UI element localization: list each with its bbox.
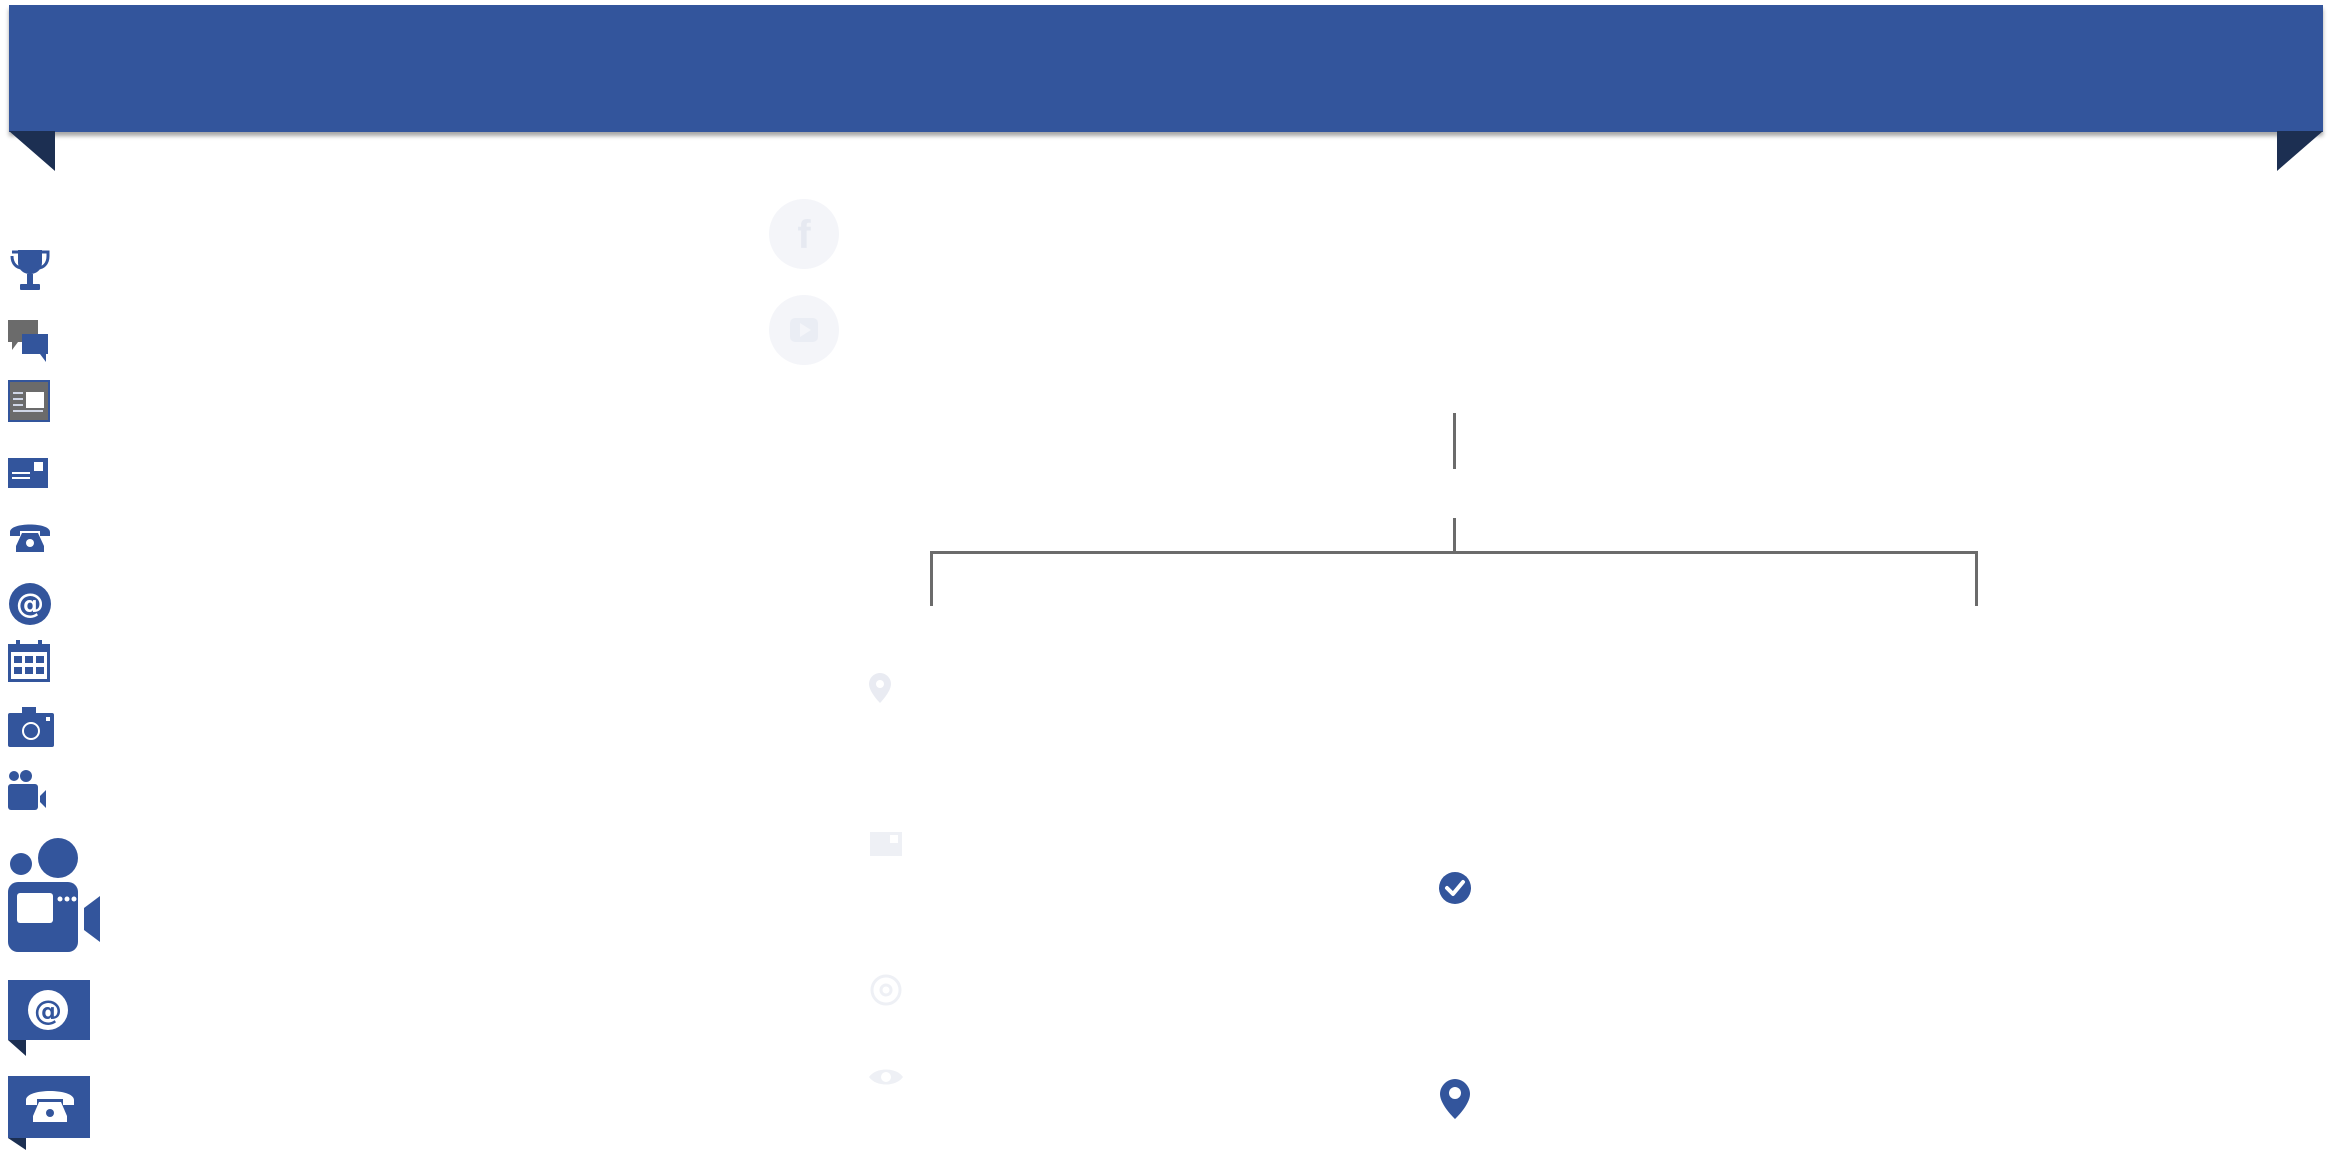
trophy-icon (10, 250, 50, 290)
svg-text:f: f (797, 213, 811, 257)
connector-horizontal (930, 551, 1978, 554)
connector-mid-vertical (1453, 518, 1456, 554)
svg-text:@: @ (34, 994, 62, 1027)
youtube-icon (769, 295, 839, 365)
header-banner (9, 5, 2323, 132)
location-pin-icon (1440, 1079, 1470, 1119)
svg-text:@: @ (16, 587, 44, 620)
card-faint-icon (870, 832, 902, 856)
camera-icon (8, 707, 54, 747)
at-sign-icon: @ (9, 583, 51, 625)
phone-icon (10, 524, 50, 552)
banner-fold-left (9, 131, 55, 171)
check-circle-icon (1439, 872, 1471, 904)
at-sign-faint-icon (870, 974, 902, 1006)
calendar-icon (8, 640, 50, 682)
connector-right-drop (1975, 551, 1978, 606)
eye-faint-icon (869, 1069, 903, 1085)
connector-top-vertical (1453, 413, 1456, 469)
newspaper-icon (8, 380, 50, 422)
facebook-icon: f (769, 199, 839, 269)
phone-callout-icon (8, 1076, 90, 1150)
banner-fold-right (2277, 131, 2323, 171)
id-card-icon (8, 458, 48, 488)
at-sign-callout-icon: @ (8, 980, 90, 1056)
chat-bubbles-icon (8, 320, 48, 362)
video-conference-large-icon (8, 838, 100, 952)
connector-left-drop (930, 551, 933, 606)
video-conference-icon (8, 770, 46, 810)
location-pin-faint-icon (869, 673, 891, 703)
